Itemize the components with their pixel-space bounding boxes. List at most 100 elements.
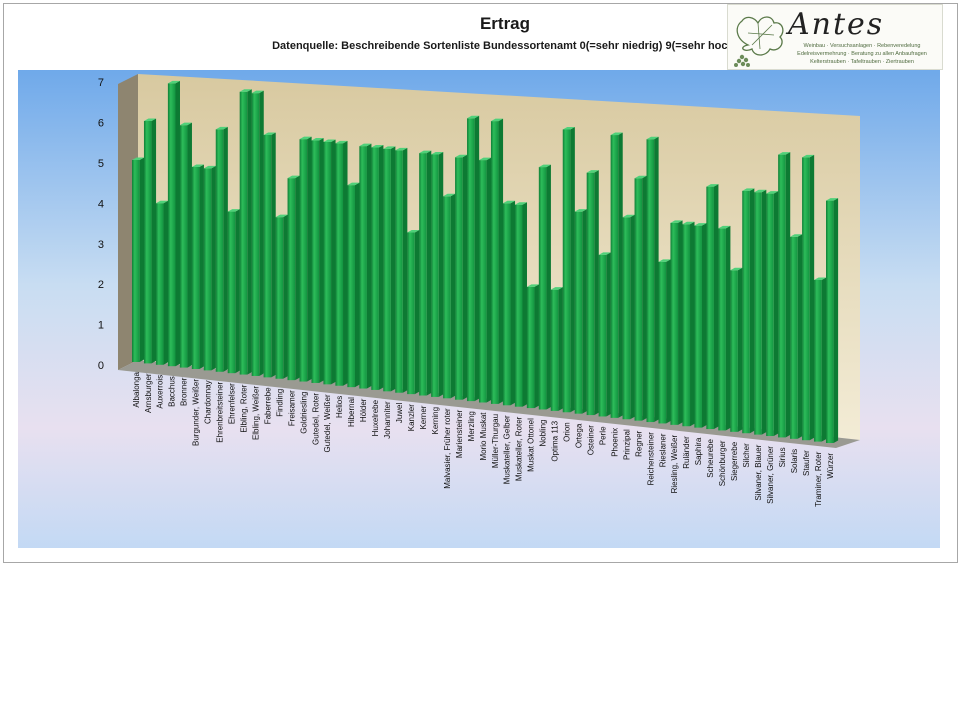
x-tick-label: Muskateller, Roter: [515, 416, 524, 481]
bar-front: [742, 190, 750, 434]
x-tick-label: Bacchus: [168, 376, 177, 407]
x-tick-label: Bronner: [180, 377, 189, 406]
y-tick-label: 7: [98, 77, 104, 89]
x-tick-label: Morio Muskat: [479, 412, 488, 461]
bar-top: [826, 198, 839, 201]
y-axis: 0 1 2 3 4 5 6 7: [98, 77, 104, 372]
bar: [155, 200, 169, 365]
bar-front: [670, 222, 679, 425]
bar: [502, 200, 516, 406]
bar: [323, 139, 336, 385]
x-tick-label: Saphira: [694, 437, 703, 465]
bar-front: [239, 91, 248, 375]
x-tick-label: Schönburger: [718, 440, 727, 486]
bar-side: [618, 132, 623, 418]
x-tick-label: Müller-Thurgau: [491, 414, 500, 468]
bar-front: [730, 270, 738, 432]
bar-front: [766, 193, 774, 437]
bar-top: [395, 147, 408, 151]
bar-front: [132, 160, 140, 362]
bar-top: [706, 184, 719, 187]
bar-front: [562, 129, 571, 413]
bar-top: [335, 140, 348, 144]
antes-logo: Antes Weinbau · Versuchsanlagen · Rebenv…: [727, 4, 943, 70]
bar: [263, 132, 276, 378]
bar-side: [701, 223, 707, 428]
x-tick-label: Osteiner: [586, 425, 595, 456]
bar: [299, 136, 312, 382]
bar-side: [546, 164, 551, 410]
chart-title: Ertrag: [479, 14, 531, 33]
bar-top: [263, 132, 276, 135]
bar: [227, 209, 240, 374]
bar: [467, 115, 480, 402]
bar: [359, 143, 372, 389]
bar: [311, 138, 324, 383]
bar-top: [562, 126, 575, 130]
x-tick-label: Rieslaner: [658, 433, 667, 467]
bar-front: [467, 118, 475, 402]
bar-front: [514, 204, 523, 407]
bar-top: [179, 122, 192, 126]
bar-top: [586, 170, 599, 173]
bar: [802, 154, 815, 441]
bar-top: [634, 175, 647, 179]
bar-top: [191, 164, 204, 167]
bar-front: [371, 147, 379, 390]
bar-side: [151, 118, 157, 364]
x-tick-label: Sirius: [778, 447, 787, 467]
bar: [275, 214, 288, 379]
bar-front: [311, 140, 320, 383]
bar-front: [778, 154, 786, 438]
bar-front: [682, 224, 691, 427]
x-tick-label: Kanzler: [407, 404, 416, 431]
bar-side: [199, 164, 204, 369]
bar-front: [167, 83, 176, 367]
x-tick-label: Würzer: [826, 453, 835, 479]
bar-series: [132, 80, 839, 443]
x-tick-label: Helios: [335, 396, 344, 418]
bar-top: [132, 157, 145, 160]
bar-side: [630, 214, 635, 420]
bar-front: [227, 211, 236, 374]
x-tick-label: Ortega: [575, 423, 584, 448]
x-tick-label: Perle: [598, 426, 607, 445]
bar-top: [203, 165, 216, 169]
x-tick-label: Chardonnay: [204, 380, 213, 424]
bar-top: [658, 259, 671, 262]
bar-side: [666, 259, 671, 424]
bar-top: [718, 225, 731, 229]
bar-top: [407, 230, 420, 233]
bar-side: [438, 152, 444, 397]
bar-top: [802, 154, 815, 158]
bar-side: [785, 152, 791, 438]
x-tick-label: Hölder: [359, 398, 368, 422]
bar-side: [654, 136, 659, 423]
bar: [730, 267, 743, 432]
bar-top: [431, 152, 444, 155]
bar: [706, 184, 719, 430]
bar-front: [479, 160, 487, 403]
bar-top: [754, 189, 767, 193]
bar: [562, 126, 575, 413]
bar-front: [706, 186, 714, 430]
bar-front: [634, 178, 643, 421]
bar-side: [163, 200, 169, 365]
bar-front: [335, 143, 344, 386]
bar: [479, 157, 492, 403]
bar-top: [155, 200, 169, 204]
bar: [395, 147, 408, 393]
y-tick-label: 2: [98, 279, 104, 291]
x-tick-label: Gutedel, Weißer: [323, 394, 332, 452]
x-tick-label: Optima 113: [551, 420, 560, 461]
bar-front: [718, 228, 726, 431]
bar-side: [809, 154, 815, 441]
bar-top: [694, 223, 707, 226]
bar-front: [383, 148, 391, 392]
x-tick-label: Findling: [275, 389, 284, 417]
x-tick-label: Silvaner, Blauer: [754, 444, 763, 500]
bar-side: [773, 191, 779, 437]
bar-side: [737, 267, 743, 432]
x-tick-label: Ruländer: [682, 436, 691, 469]
